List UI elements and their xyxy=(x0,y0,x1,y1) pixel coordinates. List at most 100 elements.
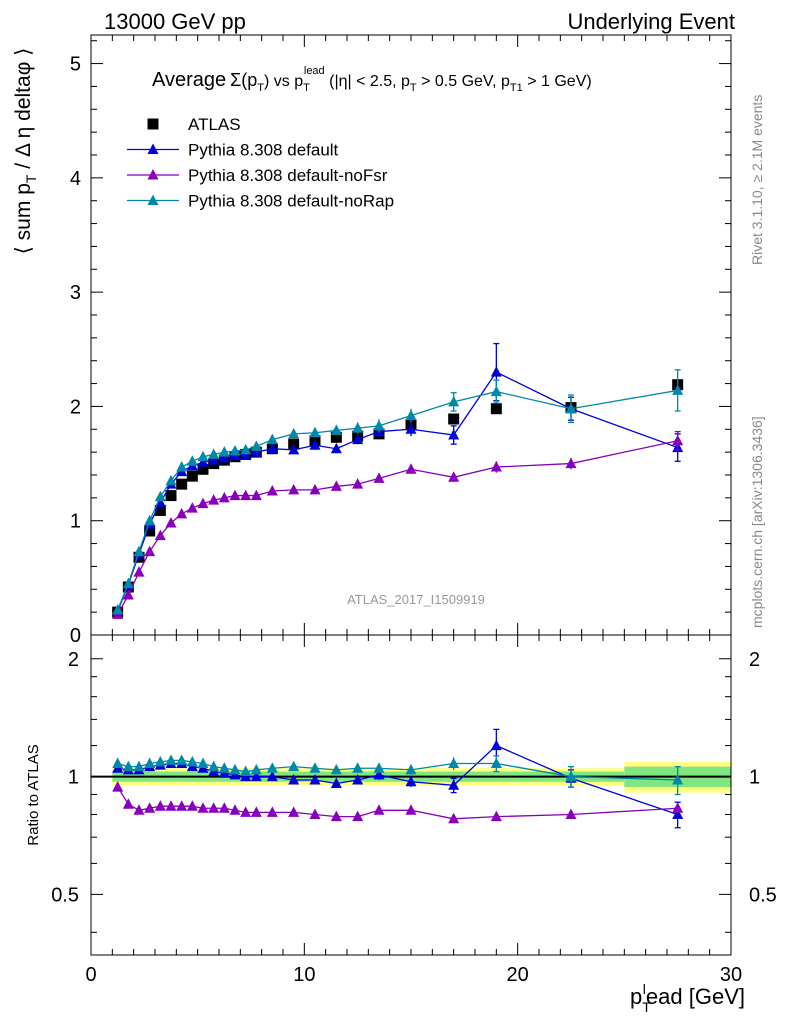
data-point xyxy=(197,456,209,467)
header-right: Underlying Event xyxy=(567,9,735,34)
main-axis-ticks: 0 1 2 3 4 5 xyxy=(70,35,732,647)
data-point xyxy=(490,403,502,415)
data-point xyxy=(405,423,417,434)
series-2 xyxy=(112,430,684,619)
data-point xyxy=(405,409,417,421)
data-point xyxy=(122,589,134,600)
ratio-data-point xyxy=(490,810,502,822)
ratio-data-point xyxy=(330,763,342,775)
data-point xyxy=(565,402,577,414)
ratio-frame xyxy=(90,634,732,956)
ratio-data-point xyxy=(490,757,502,768)
ratio-data-point xyxy=(154,755,166,767)
data-point xyxy=(448,471,460,482)
ratio-data-point xyxy=(133,760,145,772)
data-point xyxy=(373,472,385,483)
data-point xyxy=(133,545,145,557)
ratio-axis-ticks: 0 10 20 30 0.5 0.5 1 1 2 2 xyxy=(51,635,777,986)
main-y-axis-label: ⟨ sum pT / Δ η deltaφ ⟩ xyxy=(12,48,39,255)
data-point xyxy=(133,566,145,577)
data-point xyxy=(208,448,220,459)
series-0 xyxy=(112,379,684,618)
legend-marker xyxy=(147,118,159,130)
data-point xyxy=(208,494,220,505)
data-point xyxy=(250,440,262,451)
data-point xyxy=(352,422,364,433)
ratio-data-point xyxy=(373,768,385,780)
data-point xyxy=(672,384,684,395)
ratio-data-point xyxy=(250,770,262,782)
data-point xyxy=(330,480,342,491)
header-left: 13000 GeV pp xyxy=(104,9,246,34)
ratio-data-point xyxy=(250,806,262,817)
legend-marker xyxy=(147,169,159,180)
ratio-data-point xyxy=(330,810,342,822)
ratio-data-point xyxy=(186,755,198,767)
data-point xyxy=(112,603,124,615)
ratio-series-2 xyxy=(112,754,684,796)
data-point xyxy=(309,483,321,495)
data-point xyxy=(218,451,230,463)
ratio-data-point xyxy=(176,754,188,765)
data-point xyxy=(122,577,134,589)
ratio-data-point xyxy=(405,775,417,787)
data-point xyxy=(186,455,198,466)
ratio-data-point xyxy=(672,808,684,819)
x-axis-label: pTlead [GeV] xyxy=(630,981,745,1015)
data-point xyxy=(154,529,166,541)
ratio-data-point xyxy=(240,765,252,777)
ratio-data-point xyxy=(218,802,230,813)
data-point xyxy=(229,445,241,456)
legend-label: Pythia 8.308 default-noRap xyxy=(188,192,394,211)
data-point xyxy=(176,461,188,472)
main-frame xyxy=(90,34,732,636)
ratio-data-point xyxy=(186,800,198,811)
data-point xyxy=(165,517,177,528)
rivet-version-label: Rivet 3.1.10, ≥ 2.1M events xyxy=(749,95,765,265)
series-3 xyxy=(112,369,684,615)
ratio-data-point xyxy=(490,739,502,751)
ratio-data-point xyxy=(122,760,134,772)
data-point xyxy=(352,478,364,489)
data-point xyxy=(266,485,278,496)
data-point xyxy=(218,446,230,457)
legend-label: Pythia 8.308 default xyxy=(188,141,339,160)
ratio-y-tick-label: 0.5 xyxy=(51,884,79,906)
ratio-data-point xyxy=(309,808,321,819)
ratio-data-point xyxy=(266,762,278,773)
mcplots-source-label: mcplots.cern.ch [arXiv:1306.3436] xyxy=(749,416,765,628)
data-point xyxy=(250,489,262,501)
legend-entry: Pythia 8.308 default-noFsr xyxy=(127,166,388,185)
ratio-data-point xyxy=(288,806,300,817)
y-tick-label: 4 xyxy=(70,168,81,190)
ratio-data-point xyxy=(672,802,684,813)
ratio-series-line xyxy=(117,786,678,820)
data-point xyxy=(197,450,209,462)
ratio-data-point xyxy=(197,757,209,768)
main-series-layer xyxy=(112,342,684,619)
data-point xyxy=(352,433,364,445)
data-point xyxy=(288,483,300,495)
data-point xyxy=(176,478,188,490)
ratio-data-point xyxy=(197,802,209,813)
ratio-data-point xyxy=(133,804,145,815)
ratio-data-point xyxy=(229,804,241,815)
legend-entry: Pythia 8.308 default xyxy=(127,141,339,160)
data-point xyxy=(176,507,188,519)
data-point xyxy=(165,490,177,502)
ratio-data-point xyxy=(373,762,385,773)
ratio-series-layer xyxy=(112,728,684,829)
ratio-y-axis-label: Ratio to ATLAS xyxy=(25,744,42,845)
data-point xyxy=(330,424,342,435)
data-point xyxy=(309,439,321,450)
data-point xyxy=(373,419,385,431)
data-point xyxy=(288,443,300,455)
ratio-data-point xyxy=(565,770,577,782)
ratio-data-point xyxy=(112,781,124,792)
data-point xyxy=(448,429,460,440)
data-point xyxy=(208,454,220,465)
ratio-data-point xyxy=(405,804,417,815)
data-point xyxy=(144,514,156,526)
ratio-data-point xyxy=(176,800,188,811)
